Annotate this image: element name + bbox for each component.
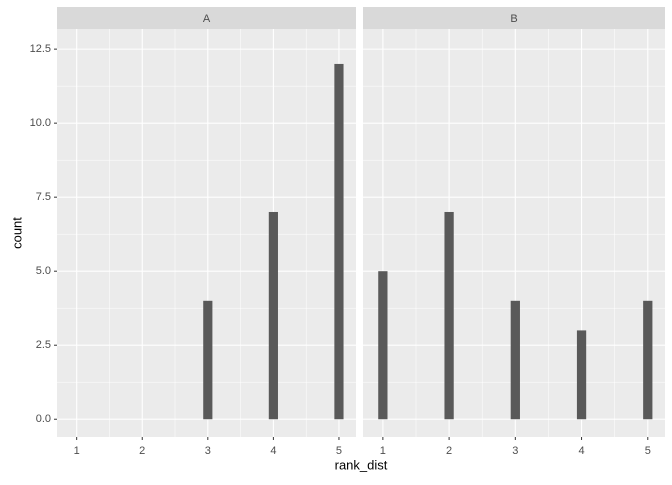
x-axis-title: rank_dist — [335, 457, 388, 472]
y-tick-label: 0.0 — [36, 413, 51, 425]
y-tick-label: 10.0 — [30, 117, 51, 129]
x-tick-label: 1 — [74, 445, 80, 457]
bar — [203, 300, 213, 420]
y-tick-label: 7.5 — [36, 191, 51, 203]
bar — [268, 211, 278, 420]
bar — [643, 300, 653, 420]
x-tick-label: 3 — [205, 445, 211, 457]
bar — [378, 271, 388, 420]
x-tick-label: 2 — [139, 445, 145, 457]
x-tick-label: 2 — [446, 445, 452, 457]
x-tick-label: 4 — [578, 445, 584, 457]
y-tick-label: 5.0 — [36, 265, 51, 277]
y-axis-title: count — [9, 217, 24, 249]
x-tick-label: 3 — [512, 445, 518, 457]
bar — [444, 211, 454, 420]
x-tick-label: 4 — [270, 445, 276, 457]
y-tick-label: 2.5 — [36, 339, 51, 351]
bar — [334, 63, 344, 420]
x-tick-label: 1 — [380, 445, 386, 457]
strip-label: B — [510, 13, 517, 25]
strip — [57, 7, 356, 29]
bar — [510, 300, 520, 420]
strip-label: A — [203, 13, 211, 25]
x-tick-label: 5 — [336, 445, 342, 457]
y-tick-label: 12.5 — [30, 43, 51, 55]
strip — [363, 7, 665, 29]
bar — [576, 330, 587, 420]
x-tick-label: 5 — [645, 445, 651, 457]
